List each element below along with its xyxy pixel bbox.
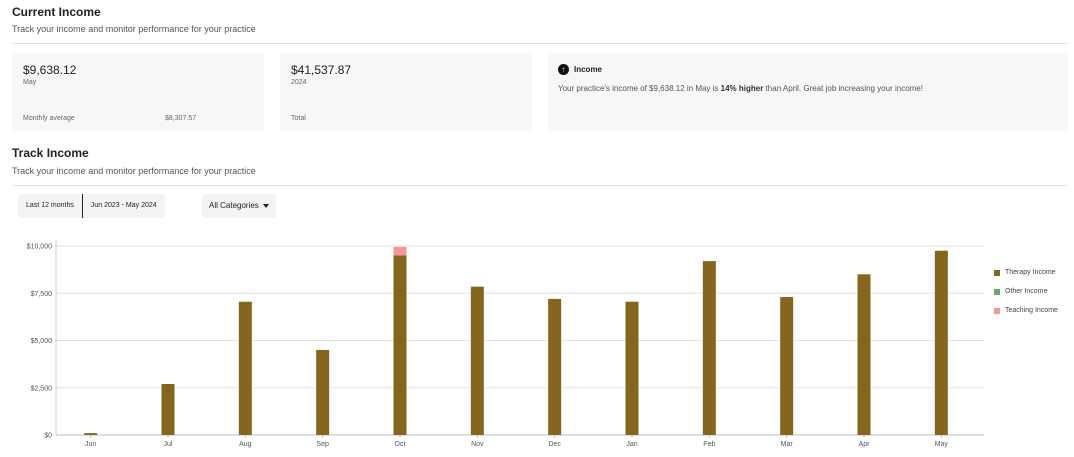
income-insight-card: ↑ Income Your practice's income of $9,63… — [548, 53, 1068, 131]
yearly-income-card: $41,537.87 2024 Total — [280, 53, 532, 131]
bar-therapy-income — [393, 255, 407, 435]
monthly-average-value: $8,307.57 — [165, 115, 197, 122]
y-tick-label: $0 — [44, 433, 52, 440]
current-income-subtitle: Track your income and monitor performanc… — [12, 24, 256, 34]
bar-therapy-income — [780, 297, 794, 435]
x-tick-label: Dec — [548, 441, 561, 448]
income-bar-chart: $0 $2,500 $5,000 $7,500 $10,000 Jun Jul Aug Sep O… — [27, 240, 984, 448]
insight-text-highlight: 14% higher — [720, 84, 764, 93]
arrow-up-icon: ↑ — [558, 64, 569, 75]
monthly-income-period: May — [23, 79, 37, 86]
x-tick-label: Mar — [781, 441, 794, 448]
track-income-subtitle: Track your income and monitor performanc… — [12, 166, 256, 176]
bar-therapy-income — [84, 433, 98, 435]
x-tick-label: May — [935, 441, 949, 448]
bar-therapy-income — [161, 383, 175, 435]
legend-swatch — [994, 288, 1000, 295]
category-dropdown[interactable]: All Categories — [202, 194, 276, 218]
legend-item[interactable]: Therapy Income — [994, 263, 1058, 282]
yearly-total-label: Total — [291, 115, 306, 122]
bar-therapy-income — [548, 298, 562, 435]
legend-item[interactable]: Other Income — [994, 282, 1058, 301]
bar-therapy-income — [625, 301, 639, 435]
divider — [12, 43, 1068, 44]
x-tick-label: Apr — [859, 441, 871, 448]
legend-label: Teaching Income — [1005, 307, 1058, 314]
bar-therapy-income — [470, 286, 484, 435]
legend-swatch — [994, 269, 1000, 276]
yearly-income-amount: $41,537.87 — [291, 63, 352, 77]
y-tick-label: $2,500 — [31, 385, 53, 392]
x-tick-label: Jan — [626, 441, 637, 448]
x-tick-label: Oct — [395, 441, 406, 448]
bar-therapy-income — [934, 250, 948, 435]
current-income-title: Current Income — [12, 5, 101, 19]
category-dropdown-label: All Categories — [209, 201, 259, 210]
x-tick-label: Jul — [164, 441, 173, 448]
chart-legend: Therapy Income Other Income Teaching Incom… — [994, 263, 1058, 320]
legend-label: Other Income — [1005, 288, 1048, 295]
x-tick-label: Feb — [703, 441, 715, 448]
x-tick-label: Sep — [316, 441, 329, 448]
range-preset-button[interactable]: Last 12 months — [26, 202, 74, 209]
bar-teaching-income — [393, 246, 407, 256]
date-range-button[interactable]: Jun 2023 - May 2024 — [90, 202, 157, 209]
monthly-average-label: Monthly average — [23, 115, 75, 122]
insight-text-after: than April. Great job increasing your in… — [763, 84, 923, 93]
legend-label: Therapy Income — [1005, 269, 1056, 276]
bar-therapy-income — [238, 301, 252, 435]
insight-text-before: Your practice's income of $9,638.12 in M… — [558, 84, 721, 93]
insight-text: Your practice's income of $9,638.12 in M… — [558, 84, 923, 93]
legend-item[interactable]: Teaching Income — [994, 301, 1058, 320]
monthly-income-card: $9,638.12 May Monthly average $8,307.57 — [12, 53, 264, 131]
date-range-group: Last 12 months Jun 2023 - May 2024 — [18, 194, 165, 218]
track-income-title: Track Income — [12, 146, 89, 160]
divider — [12, 185, 1068, 186]
chevron-down-icon — [262, 204, 269, 208]
x-tick-label: Jun — [85, 441, 96, 448]
x-tick-label: Nov — [471, 441, 484, 448]
bar-therapy-income — [702, 261, 716, 435]
monthly-income-amount: $9,638.12 — [23, 63, 77, 77]
bar-therapy-income — [316, 349, 330, 435]
insight-header: ↑ Income — [558, 64, 602, 75]
legend-swatch — [994, 307, 1000, 314]
bar-therapy-income — [857, 274, 871, 435]
y-tick-label: $5,000 — [31, 338, 53, 345]
x-tick-label: Aug — [239, 441, 252, 448]
y-tick-label: $7,500 — [31, 291, 53, 298]
y-tick-label: $10,000 — [27, 244, 52, 251]
range-separator — [81, 194, 83, 218]
insight-title: Income — [574, 65, 603, 74]
yearly-income-period: 2024 — [291, 79, 307, 86]
